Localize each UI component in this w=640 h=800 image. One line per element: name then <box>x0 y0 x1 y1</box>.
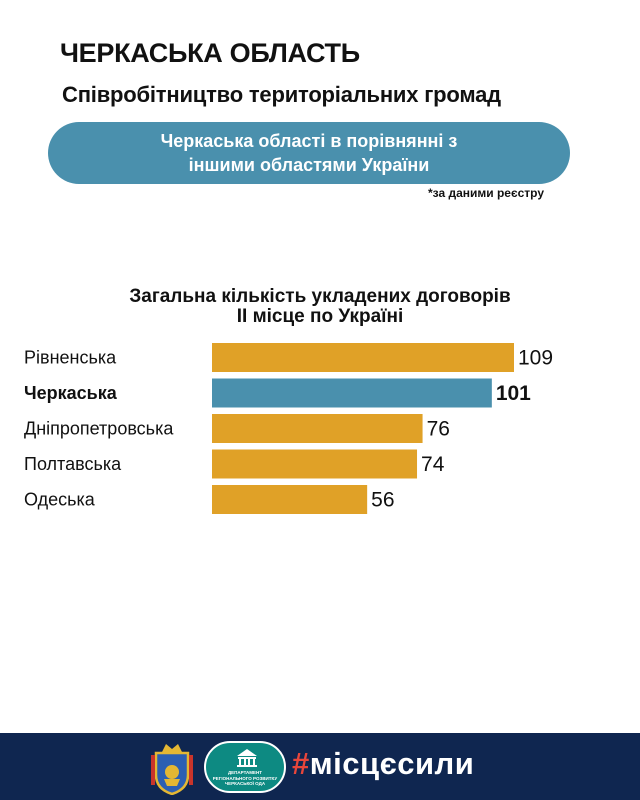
department-text: ДЕПАРТАМЕНТ РЕГІОНАЛЬНОГО РОЗВИТКУ ЧЕРКА… <box>212 770 278 786</box>
category-label: Дніпропетровська <box>24 419 174 439</box>
department-building-icon <box>237 749 257 767</box>
bar <box>212 414 423 443</box>
cherkasy-coat-of-arms-icon <box>151 744 193 795</box>
bar <box>212 485 368 514</box>
department-logo: ДЕПАРТАМЕНТ РЕГІОНАЛЬНОГО РОЗВИТКУ ЧЕРКА… <box>204 741 286 793</box>
bar-value-label: 101 <box>496 382 531 405</box>
bar <box>212 343 514 372</box>
bar <box>212 378 492 408</box>
footer-bar: ДЕПАРТАМЕНТ РЕГІОНАЛЬНОГО РОЗВИТКУ ЧЕРКА… <box>0 733 640 800</box>
chart-subtitle: ІІ місце по Україні <box>236 306 404 327</box>
bar-value-label: 109 <box>518 347 553 370</box>
hashtag-text: місцєсили <box>309 746 475 781</box>
page-title: ЧЕРКАСЬКА ОБЛАСТЬ <box>60 38 360 68</box>
category-label: Рівненська <box>24 348 117 368</box>
category-label: Полтавська <box>24 454 122 474</box>
source-note: *за даними реєстру <box>427 186 544 200</box>
banner-line-2: іншими областями України <box>188 155 430 175</box>
hashtag-logo: #місцєсили <box>292 746 474 782</box>
bar <box>212 449 418 479</box>
chart-title: Загальна кількість укладених договорів <box>129 286 511 307</box>
category-label: Черкаська <box>24 383 118 403</box>
bar-value-label: 76 <box>427 418 450 441</box>
chart-title-block: Загальна кількість укладених договорів І… <box>0 287 640 327</box>
comparison-banner: Черкаська області в порівнянні з іншими … <box>48 122 570 184</box>
bar-chart: Рівненська 109 Черкаська 101 Дніпропетровськ… <box>24 343 553 514</box>
bar-value-label: 56 <box>371 489 394 512</box>
category-label: Одеська <box>24 490 96 510</box>
bar-value-label: 74 <box>421 453 445 476</box>
banner-line-1: Черкаська області в порівнянні з <box>160 131 458 151</box>
hashtag-symbol: # <box>292 746 310 781</box>
page-subtitle: Співробітництво територіальних громад <box>62 82 501 107</box>
